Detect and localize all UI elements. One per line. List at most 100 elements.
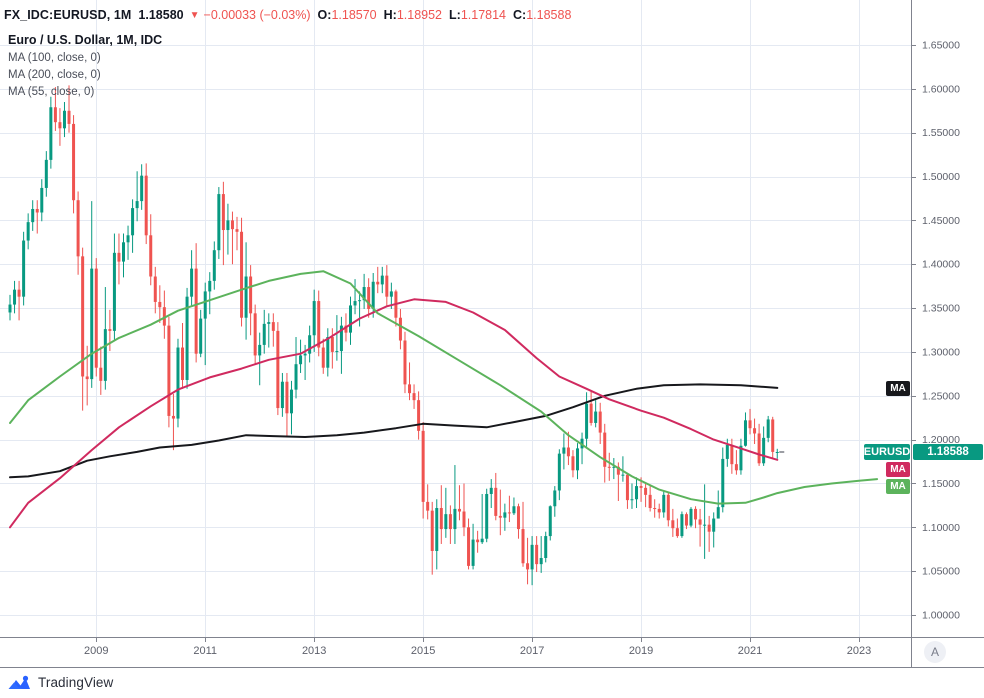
candle-up <box>22 240 26 297</box>
candle-up <box>635 486 639 500</box>
candle-down <box>344 325 348 333</box>
tradingview-logo-icon <box>8 675 30 689</box>
candle-up <box>389 291 393 297</box>
candle-down <box>675 528 679 537</box>
candle-up <box>362 287 366 301</box>
candle-down <box>526 563 530 570</box>
legend-title[interactable]: Euro / U.S. Dollar, 1M, IDC <box>8 33 163 47</box>
candle-down <box>753 428 757 434</box>
candle-up <box>512 506 516 514</box>
low-label: L: <box>449 8 461 22</box>
candle-up <box>44 159 48 188</box>
candle-down <box>757 433 761 464</box>
candle-down <box>748 420 752 429</box>
tradingview-logo[interactable]: TradingView <box>8 674 113 691</box>
candle-down <box>648 494 652 509</box>
legend-ma-55[interactable]: MA (55, close, 0) <box>8 86 95 98</box>
candle-down <box>108 329 112 331</box>
price-axis-label: 1.30000 <box>922 346 960 358</box>
candle-up <box>258 344 262 356</box>
candle-up <box>553 490 557 507</box>
year-axis-label: 2019 <box>629 645 653 657</box>
symbol-title[interactable]: FX_IDC:EURUSD, 1M <box>4 8 132 22</box>
candle-down <box>194 268 198 354</box>
candle-up <box>135 201 139 209</box>
high-value: 1.18952 <box>396 8 443 22</box>
grid-lines <box>0 0 911 637</box>
legend-ma-200[interactable]: MA (200, close, 0) <box>8 69 101 81</box>
candle-down <box>235 229 239 232</box>
candle-down <box>616 466 620 475</box>
candle-down <box>321 347 325 368</box>
candle-down <box>476 539 480 543</box>
candle-up <box>471 539 475 566</box>
axis-borders <box>0 0 984 668</box>
legend-ma-100[interactable]: MA (100, close, 0) <box>8 52 101 64</box>
candle-down <box>684 514 688 526</box>
candle-down <box>566 447 570 457</box>
price-axis-label: 1.60000 <box>922 83 960 95</box>
axis-labels: 1.00000 1.05000 1.10000 1.15000 1.20000 1.250… <box>84 40 960 658</box>
candle-up <box>548 506 552 537</box>
year-axis-label: 2017 <box>520 645 544 657</box>
candle-up <box>208 280 212 292</box>
candle-up <box>140 175 144 202</box>
candle-up <box>62 110 66 129</box>
candle-up <box>26 222 30 241</box>
candle-down <box>72 123 76 201</box>
candle-up <box>503 512 507 518</box>
candle-up <box>199 318 203 354</box>
down-triangle-icon: ▼ <box>189 9 200 21</box>
candle-down <box>398 317 402 341</box>
candle-down <box>367 287 371 309</box>
ma100-axis-badge: MA <box>886 462 910 477</box>
year-axis-label: 2021 <box>738 645 762 657</box>
candle-up <box>40 187 44 213</box>
candle-down <box>285 381 289 414</box>
candle-up <box>131 208 135 236</box>
eurusd-axis-badge: EURUSD <box>863 444 911 460</box>
candle-down <box>625 474 629 501</box>
candle-up <box>312 301 316 336</box>
candle-up <box>544 536 548 558</box>
candle-down <box>417 400 421 431</box>
open-value: 1.18570 <box>331 8 377 22</box>
candle-up <box>716 507 720 519</box>
candle-up <box>353 301 357 306</box>
candle-up <box>453 508 457 530</box>
candle-up <box>739 445 743 471</box>
candle-down <box>671 520 675 529</box>
auto-scale-button[interactable]: A <box>924 641 946 663</box>
candle-down <box>230 220 234 230</box>
low-value: 1.17814 <box>460 8 507 22</box>
candle-down <box>81 256 85 377</box>
candle-up <box>594 411 598 423</box>
candle-down <box>571 456 575 471</box>
candle-up <box>226 220 230 231</box>
candle-down <box>99 367 103 381</box>
candle-down <box>76 200 80 257</box>
candle-up <box>725 444 729 459</box>
candle-down <box>457 508 461 512</box>
candle-down <box>439 508 443 530</box>
candle-down <box>117 252 121 262</box>
candle-up <box>339 325 343 352</box>
candle-up <box>630 499 634 501</box>
candle-up <box>190 268 194 297</box>
candle-down <box>253 313 257 356</box>
candle-down <box>521 529 525 564</box>
candle-down <box>467 527 471 566</box>
candle-up <box>13 289 17 305</box>
candle-up <box>721 458 725 508</box>
price-axis-label: 1.35000 <box>922 303 960 315</box>
candle-up <box>349 305 352 333</box>
candle-down <box>94 268 98 368</box>
candle-down <box>271 322 275 331</box>
high-label: H: <box>383 8 397 22</box>
candle-up <box>262 323 266 345</box>
candle-down <box>412 393 416 401</box>
candle-up <box>303 353 307 356</box>
candle-up <box>621 474 625 476</box>
ma55-line <box>9 270 879 505</box>
